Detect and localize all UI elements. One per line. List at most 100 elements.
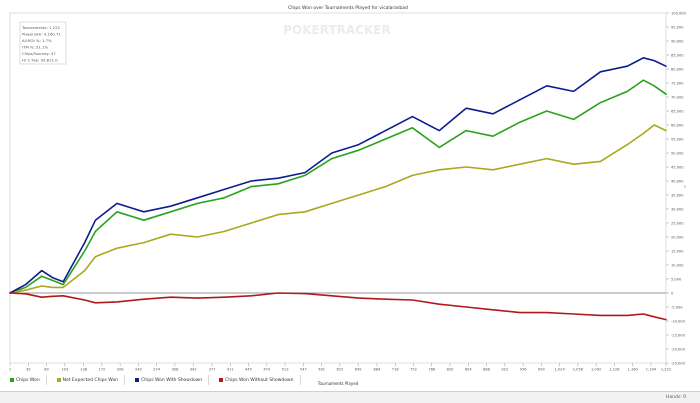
x-tick-label: 35: [26, 368, 31, 372]
data-point: [626, 91, 628, 92]
data-point: [438, 303, 440, 305]
data-point: [95, 256, 96, 257]
legend-label: Net Expected Chips Won: [62, 377, 119, 383]
data-point: [84, 250, 86, 252]
legend-item-without-showdown[interactable]: Chips Won Without Showdown: [209, 375, 301, 385]
data-point: [95, 302, 96, 304]
data-point: [41, 296, 43, 298]
data-point: [358, 149, 360, 151]
y-tick-label: 75,000: [671, 81, 684, 85]
x-tick-label: 513: [282, 368, 289, 372]
data-point: [52, 277, 53, 278]
data-point: [600, 71, 601, 73]
data-point: [412, 116, 413, 117]
data-point: [653, 124, 655, 126]
data-point: [197, 203, 198, 204]
status-bar: Hands: 0: [0, 391, 700, 403]
data-point: [223, 197, 225, 199]
cursor-icon: ›: [684, 184, 686, 190]
data-point: [25, 287, 26, 288]
legend-item-with-showdown[interactable]: Chips Won With Showdown: [125, 375, 210, 385]
stat-line: Tournaments: 1,222: [21, 25, 60, 30]
x-tick-label: 206: [117, 368, 125, 372]
y-tick-label: -15,000: [671, 333, 686, 337]
x-tick-label: 69: [44, 368, 49, 372]
data-point: [653, 316, 655, 318]
y-tick-label: 90,000: [671, 39, 684, 43]
x-tick-label: 922: [501, 368, 508, 372]
data-point: [116, 211, 118, 213]
data-point: [546, 158, 548, 160]
data-point: [223, 231, 225, 232]
x-tick-label: 990: [538, 368, 546, 372]
legend-swatch: [219, 378, 224, 382]
data-point: [519, 99, 521, 101]
x-tick-label: 308: [172, 368, 180, 372]
x-tick-label: 649: [355, 368, 363, 372]
legend-swatch: [10, 378, 14, 382]
data-point: [653, 60, 655, 61]
x-tick-label: 820: [447, 368, 455, 372]
data-point: [665, 319, 667, 320]
data-point: [250, 186, 252, 188]
hands-readout: Hands: 0: [665, 395, 686, 400]
series-line-3: [9, 56, 667, 294]
chart-title: Chips Won over Tournaments Played for vi…: [288, 5, 408, 11]
data-point: [385, 130, 386, 132]
data-point: [492, 169, 494, 171]
x-tick-label: 240: [135, 368, 143, 372]
data-point: [143, 219, 145, 221]
data-point: [358, 194, 360, 196]
data-point: [331, 295, 333, 297]
y-tick-label: 95,000: [671, 25, 684, 29]
watermark-logo: POKERTRACKER: [283, 23, 390, 37]
data-point: [643, 57, 644, 59]
x-tick-label: 479: [263, 368, 271, 372]
data-point: [223, 189, 225, 190]
x-tick-label: 1: [9, 368, 11, 372]
data-point: [143, 298, 145, 300]
stat-line: Hr C Fee: 93,811.0: [22, 58, 58, 63]
data-point: [9, 292, 11, 294]
data-point: [277, 292, 279, 294]
data-point: [385, 298, 386, 300]
legend-label: Chips Won Without Showdown: [225, 377, 294, 383]
x-axis-label: Tournaments Played: [317, 381, 359, 386]
x-tick-label: 854: [465, 368, 473, 372]
data-point: [600, 102, 601, 103]
data-point: [600, 161, 601, 162]
data-point: [438, 147, 440, 148]
data-point: [170, 211, 172, 213]
data-point: [519, 163, 521, 165]
data-point: [626, 144, 628, 146]
y-tick-label: 100,000: [671, 11, 687, 15]
data-point: [52, 287, 53, 288]
data-point: [25, 293, 26, 295]
x-tick-label: 786: [428, 368, 436, 372]
y-tick-label: 0: [671, 291, 674, 295]
data-point: [643, 133, 644, 134]
data-point: [492, 135, 494, 137]
stat-line: ITM %: 21.1%: [22, 45, 48, 50]
x-tick-label: 615: [336, 368, 343, 372]
data-point: [546, 312, 548, 313]
y-tick-label: 80,000: [671, 67, 684, 71]
data-point: [197, 197, 198, 199]
legend-swatch: [135, 378, 140, 382]
data-point: [170, 296, 172, 298]
x-tick-label: 103: [61, 368, 68, 372]
legend-item-chips-won[interactable]: Chips Won: [0, 375, 47, 385]
data-point: [465, 107, 467, 109]
data-point: [304, 175, 306, 176]
x-tick-label: 445: [245, 368, 252, 372]
legend-item-net-expected[interactable]: Net Expected Chips Won: [47, 375, 126, 385]
data-point: [573, 119, 574, 120]
legend-label: Chips Won: [16, 377, 40, 383]
y-tick-label: 50,000: [671, 151, 684, 155]
x-tick-label: 138: [80, 368, 88, 372]
data-point: [277, 183, 279, 185]
data-point: [62, 284, 64, 285]
stats-box: Tournaments: 1,222 Players/Hr: 4,160.71 …: [19, 21, 67, 65]
data-point: [331, 152, 333, 154]
data-point: [546, 110, 548, 112]
